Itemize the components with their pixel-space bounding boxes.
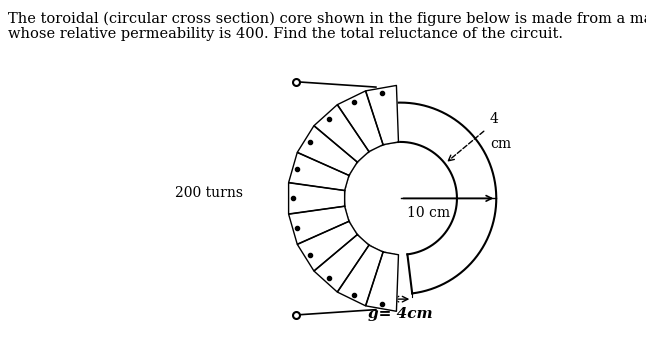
Text: 4: 4 <box>490 113 499 127</box>
Polygon shape <box>297 221 357 271</box>
Polygon shape <box>337 245 383 306</box>
Polygon shape <box>314 105 369 162</box>
Text: 10 cm: 10 cm <box>407 206 450 220</box>
Text: g= 4cm: g= 4cm <box>368 307 433 321</box>
Polygon shape <box>337 91 383 152</box>
Polygon shape <box>366 252 399 311</box>
Text: whose relative permeability is 400. Find the total reluctance of the circuit.: whose relative permeability is 400. Find… <box>8 27 563 41</box>
Polygon shape <box>289 183 344 214</box>
Polygon shape <box>366 86 399 145</box>
Text: 200 turns: 200 turns <box>174 186 242 200</box>
Polygon shape <box>289 206 349 244</box>
Text: cm: cm <box>490 137 511 152</box>
Polygon shape <box>289 153 349 190</box>
Polygon shape <box>297 126 357 175</box>
Text: The toroidal (circular cross section) core shown in the figure below is made fro: The toroidal (circular cross section) co… <box>8 12 646 26</box>
Polygon shape <box>314 235 369 292</box>
